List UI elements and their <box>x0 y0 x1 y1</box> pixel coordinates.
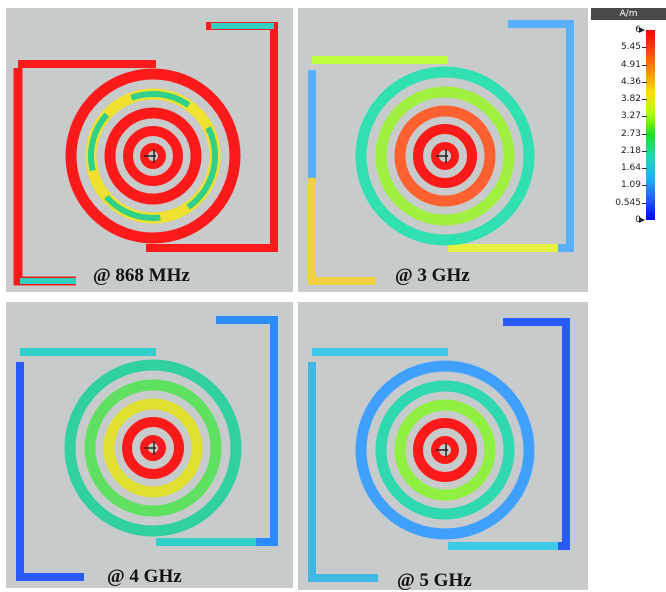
legend-tick-mark <box>642 81 647 83</box>
color-scale-legend: A/m 6 5.45 4.91 4.36 3.82 3.27 2.73 2.18 1.64 1.0… <box>591 8 666 226</box>
legend-unit: A/m <box>591 8 666 20</box>
legend-tick-mark <box>642 116 647 118</box>
legend-tick-mark <box>642 150 647 152</box>
legend-tick-label: 6 <box>635 25 641 35</box>
legend-tick-mark <box>639 217 645 223</box>
panel-5ghz <box>298 302 588 590</box>
panel-3ghz <box>298 8 588 292</box>
antenna-current-plot-868mhz <box>6 8 293 292</box>
frequency-label-5ghz: @ 5 GHz <box>397 570 472 591</box>
antenna-current-plot-4ghz <box>6 302 293 588</box>
legend-tick-mark <box>642 185 647 187</box>
legend-tick-label: 2.73 <box>620 128 641 139</box>
legend-tick-label: 2.18 <box>620 145 641 156</box>
panel-868mhz <box>6 8 293 292</box>
antenna-current-plot-5ghz <box>298 302 588 590</box>
legend-tick-label: 1.09 <box>620 180 641 191</box>
legend-tick-label: 3.27 <box>620 111 641 122</box>
legend-tick-label: 0 <box>635 215 641 225</box>
legend-tick-mark <box>642 64 647 66</box>
frequency-label-868mhz: @ 868 MHz <box>93 265 190 286</box>
frequency-label-3ghz: @ 3 GHz <box>395 265 470 286</box>
legend-tick-mark <box>642 168 647 170</box>
antenna-current-plot-3ghz <box>298 8 588 292</box>
legend-tick-label: 5.45 <box>620 42 641 53</box>
legend-tick-label: 3.82 <box>620 94 641 105</box>
legend-tick-mark <box>642 47 647 49</box>
frequency-label-4ghz: @ 4 GHz <box>107 566 182 587</box>
legend-tick-label: 4.91 <box>620 59 641 70</box>
legend-tick-label: 4.36 <box>620 76 641 87</box>
legend-tick-mark <box>639 27 645 33</box>
legend-tick-label: 1.64 <box>620 163 641 174</box>
legend-tick-mark <box>642 202 647 204</box>
legend-tick-mark <box>642 99 647 101</box>
legend-tick-label: 0.545 <box>615 197 641 208</box>
panel-4ghz <box>6 302 293 588</box>
legend-color-bar <box>646 30 655 220</box>
legend-tick-mark <box>642 133 647 135</box>
